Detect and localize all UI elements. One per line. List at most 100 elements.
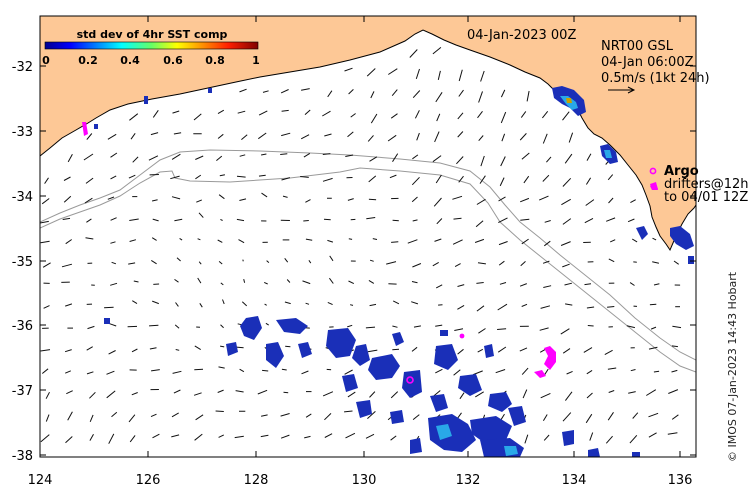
current-vector xyxy=(500,156,506,167)
current-vector xyxy=(237,110,246,114)
current-vector xyxy=(584,217,594,224)
current-vector xyxy=(110,217,117,221)
current-vector xyxy=(151,199,158,202)
current-vector xyxy=(130,133,136,140)
current-vector xyxy=(367,349,378,353)
current-vector xyxy=(175,302,179,307)
current-vector xyxy=(261,153,267,156)
current-vector xyxy=(61,263,73,268)
current-vector xyxy=(345,432,356,439)
current-vector xyxy=(411,281,418,284)
offshore-patch-10 xyxy=(402,370,422,398)
current-vector xyxy=(539,327,549,331)
current-vector xyxy=(281,109,289,112)
current-vector xyxy=(653,283,660,286)
current-vector xyxy=(284,257,289,263)
offshore-sst-patches xyxy=(104,316,640,457)
current-vector xyxy=(280,434,290,439)
current-vector xyxy=(194,345,201,351)
current-vector xyxy=(174,218,183,222)
current-vector xyxy=(626,325,636,329)
current-vector xyxy=(562,177,572,187)
current-vector xyxy=(108,350,116,355)
current-vector xyxy=(151,369,160,372)
y-axis-labels: -32 -33 -34 -35 -36 -37 -38 xyxy=(12,60,33,464)
current-vector xyxy=(220,282,224,286)
current-vector xyxy=(324,413,332,421)
current-vector xyxy=(407,239,418,244)
current-vector xyxy=(218,434,225,438)
current-vector xyxy=(196,199,202,203)
current-vector xyxy=(236,175,246,178)
offshore-patch-18 xyxy=(428,414,476,452)
current-vector xyxy=(649,303,657,306)
current-vector xyxy=(281,132,291,137)
current-vector xyxy=(305,199,311,203)
colorbar-tick-label: 0 xyxy=(42,54,50,67)
current-vector xyxy=(322,153,331,155)
current-vector xyxy=(172,110,180,114)
current-vector xyxy=(542,110,549,119)
current-vector xyxy=(452,239,463,245)
current-vector xyxy=(632,412,639,419)
current-vector xyxy=(89,433,94,441)
current-vector xyxy=(412,414,420,420)
current-vector xyxy=(264,303,267,306)
current-vector xyxy=(215,410,224,412)
y-tick-label: -37 xyxy=(12,384,33,399)
current-vector xyxy=(261,192,268,198)
current-vector xyxy=(392,325,398,328)
current-vector xyxy=(281,177,291,181)
current-vector xyxy=(110,241,116,244)
current-vector xyxy=(305,302,310,305)
current-vector xyxy=(301,370,309,375)
coastal-patch-west xyxy=(144,96,148,104)
current-vector xyxy=(387,134,397,142)
current-vector xyxy=(432,261,439,267)
current-vector xyxy=(607,174,614,181)
current-vector xyxy=(392,300,400,305)
current-vector xyxy=(110,152,118,158)
y-tick-label: -36 xyxy=(12,319,33,334)
current-vector xyxy=(108,433,115,444)
current-vector xyxy=(344,67,353,72)
current-vector xyxy=(131,348,138,353)
current-vector xyxy=(475,391,484,398)
offshore-patch-3 xyxy=(226,342,238,356)
current-vector xyxy=(367,411,376,419)
current-vector xyxy=(477,110,483,119)
current-vector xyxy=(435,324,443,327)
current-vector xyxy=(560,241,571,246)
current-vector xyxy=(150,132,159,136)
offshore-patch-24 xyxy=(562,430,574,446)
current-vector xyxy=(604,349,613,356)
current-vector xyxy=(369,303,377,307)
current-vector xyxy=(176,257,181,262)
current-vector xyxy=(389,174,397,179)
current-vector xyxy=(520,261,526,267)
current-vector xyxy=(653,370,660,373)
current-vector xyxy=(652,237,657,241)
argo-float-mid xyxy=(406,376,414,384)
current-vector xyxy=(522,389,528,399)
current-vector xyxy=(370,91,375,99)
product-line-time: 04-Jan 06:00Z xyxy=(601,55,694,70)
current-vector xyxy=(284,301,291,305)
y-tick-label: -32 xyxy=(12,60,33,75)
current-vector xyxy=(40,349,51,352)
current-vector xyxy=(197,238,201,241)
current-vector xyxy=(435,284,443,289)
current-vector xyxy=(458,69,463,82)
current-vector xyxy=(128,262,136,265)
current-vector xyxy=(129,218,139,221)
current-vector xyxy=(631,238,638,243)
current-vector xyxy=(257,389,268,395)
current-vector xyxy=(347,324,353,328)
current-vector xyxy=(345,154,354,157)
current-vector xyxy=(258,132,267,140)
current-vector xyxy=(152,433,160,439)
current-vector xyxy=(475,220,484,228)
axis-ticks xyxy=(39,16,696,457)
current-vector xyxy=(327,301,333,306)
